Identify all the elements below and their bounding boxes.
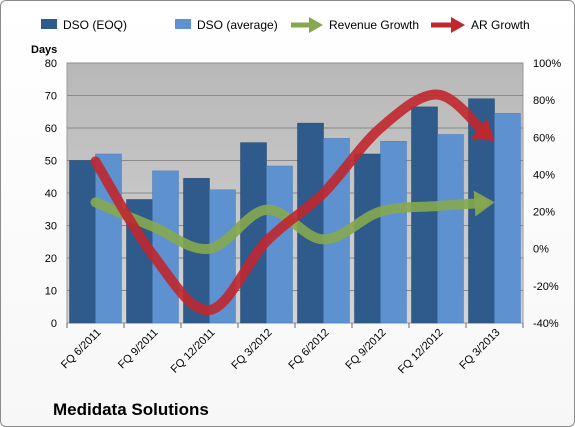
y-tick-label: 0	[51, 318, 57, 330]
y2-tick-label: -20%	[533, 281, 559, 293]
chart-title: Medidata Solutions	[53, 400, 209, 419]
arrowhead-revenue-growth	[473, 190, 495, 217]
bar-dso-average-7	[494, 113, 521, 324]
y-tick-label: 60	[45, 123, 57, 135]
legend-label-ar-growth: AR Growth	[471, 18, 530, 32]
x-tick-label: FQ 12/2011	[169, 327, 218, 376]
bar-dso-eoq-5	[354, 153, 381, 324]
legend-swatch-dso-eoq	[41, 19, 57, 29]
x-tick-label: FQ 9/2012	[343, 327, 388, 372]
y-tick-label: 80	[45, 58, 57, 70]
x-tick-label: FQ 6/2011	[59, 327, 104, 372]
y-axis-title: Days	[31, 44, 57, 56]
bar-dso-average-3	[266, 165, 293, 324]
legend-label-dso-average: DSO (average)	[197, 18, 278, 32]
legend-label-revenue-growth: Revenue Growth	[329, 18, 419, 32]
y2-tick-label: 100%	[533, 58, 561, 70]
bar-dso-eoq-0	[69, 160, 96, 324]
x-tick-label: FQ 3/2013	[457, 327, 502, 372]
y2-tick-label: -40%	[533, 318, 559, 330]
bar-dso-average-6	[437, 134, 464, 324]
y2-tick-label: 0%	[533, 244, 549, 256]
y-tick-label: 40	[45, 188, 57, 200]
arrowhead-ar-growth	[470, 118, 495, 141]
y-tick-label: 10	[45, 286, 57, 298]
legend-swatch-dso-average	[175, 19, 191, 29]
y-tick-label: 20	[45, 253, 57, 265]
legend-arrow-revenue-growth	[291, 17, 323, 33]
bar-dso-eoq-6	[411, 106, 438, 324]
left-axis-ticks: 0 10 20 30 40 50 60 70 80	[45, 58, 57, 330]
y-tick-label: 70	[45, 91, 57, 103]
x-tick-label: FQ 9/2011	[116, 327, 161, 372]
bar-dso-eoq-3	[240, 142, 267, 324]
y2-tick-label: 60%	[533, 132, 555, 144]
x-axis-ticks: FQ 6/2011 FQ 9/2011 FQ 12/2011 FQ 3/2012 FQ …	[59, 323, 524, 377]
y2-tick-label: 80%	[533, 95, 555, 107]
legend-label-dso-eoq: DSO (EOQ)	[63, 18, 127, 32]
y2-tick-label: 20%	[533, 207, 555, 219]
y2-tick-label: 40%	[533, 169, 555, 181]
bar-dso-average-5	[380, 141, 407, 324]
legend-arrow-ar-growth	[431, 17, 465, 33]
bar-dso-average-1	[152, 170, 179, 324]
line-ar-growth	[90, 89, 491, 315]
growth-lines	[90, 89, 495, 315]
x-tick-label: FQ 12/2012	[396, 327, 446, 377]
y-tick-label: 30	[45, 221, 57, 233]
right-axis-ticks: -40% -20% 0% 20% 40% 60% 80% 100%	[533, 58, 561, 330]
y-tick-label: 50	[45, 156, 57, 168]
x-tick-label: FQ 6/2012	[286, 327, 331, 372]
x-tick-label: FQ 3/2012	[229, 327, 274, 372]
legend: DSO (EOQ) DSO (average) Revenue Growth A…	[41, 17, 530, 33]
